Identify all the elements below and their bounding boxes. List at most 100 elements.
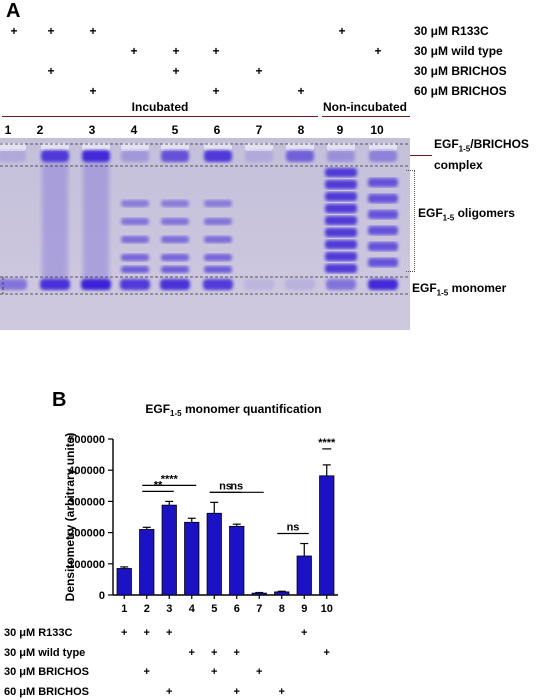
panel-a-plus-lane-9-row-1: + — [338, 24, 346, 38]
oligomer-band-lane-4-5 — [121, 266, 149, 273]
oligomer-band-lane-9-1 — [325, 168, 357, 177]
monomer-band-lane-4 — [120, 279, 150, 290]
x-tick-label-10: 10 — [321, 603, 333, 615]
oligomer-band-lane-5-5 — [161, 266, 189, 273]
incubated-label: Incubated — [131, 100, 189, 114]
well-9 — [327, 143, 355, 151]
lane-number-6: 6 — [213, 123, 221, 137]
panel-a-plus-lane-3-row-1: + — [89, 24, 97, 38]
oligomer-band-lane-9-7 — [325, 240, 357, 249]
oligomer-band-lane-10-1 — [368, 178, 398, 187]
bar-5 — [206, 512, 222, 596]
monomer-band-lane-10 — [368, 279, 398, 290]
panel-b-plus-lane-6-row-2: + — [233, 647, 240, 659]
complex-band-lane-1 — [0, 150, 26, 162]
well-1 — [0, 143, 26, 151]
monomer-band-lane-5 — [160, 279, 190, 290]
oligomer-band-lane-6-3 — [204, 236, 232, 243]
monomer-band-lane-3 — [81, 279, 111, 290]
oligomer-band-lane-6-1 — [204, 200, 232, 207]
complex-label-suffix: /BRICHOS — [470, 137, 529, 151]
oligomers-label-suffix: oligomers — [454, 206, 515, 220]
well-4 — [121, 143, 149, 151]
complex-band-lane-10 — [369, 150, 397, 162]
significance-label: **** — [161, 473, 179, 485]
complex-band-lane-4 — [121, 150, 149, 162]
oligomer-band-lane-9-8 — [325, 252, 357, 261]
oligomer-band-lane-9-6 — [325, 228, 357, 237]
complex-label-sub: 1-5 — [458, 144, 471, 154]
y-axis-label: Densitometry (arbitrary units) — [63, 433, 77, 602]
panel-b-plus-lane-6-row-4: + — [233, 686, 240, 698]
oligomer-band-lane-10-5 — [368, 242, 398, 251]
panel-a-plus-lane-2-row-3: + — [47, 64, 55, 78]
oligomer-band-lane-6-2 — [204, 218, 232, 225]
oligomers-label-prefix: EGF — [418, 206, 443, 220]
panel-a-plus-lane-1-row-1: + — [10, 24, 18, 38]
monomer-band-lane-2 — [40, 279, 70, 290]
well-5 — [161, 143, 189, 151]
oligomer-band-lane-5-3 — [161, 236, 189, 243]
complex-band-lane-8 — [286, 150, 314, 162]
gel-image — [0, 138, 410, 330]
oligomer-band-lane-9-2 — [325, 180, 357, 189]
lane-number-3: 3 — [88, 123, 96, 137]
oligomer-band-lane-4-1 — [121, 200, 149, 207]
x-tick-label-4: 4 — [189, 603, 196, 615]
panel-b-plus-lane-4-row-2: + — [188, 647, 195, 659]
lane-number-9: 9 — [336, 123, 344, 137]
panel-b-plus-lane-3-row-1: + — [166, 627, 173, 639]
x-tick-label-8: 8 — [279, 603, 285, 615]
lane-number-5: 5 — [171, 123, 179, 137]
x-tick-label-1: 1 — [121, 603, 127, 615]
panel-b-plus-lane-7-row-3: + — [256, 666, 263, 678]
chart-title-sub: 1-5 — [170, 409, 182, 418]
y-tick-label: 0 — [99, 590, 105, 602]
oligomer-band-lane-10-6 — [368, 258, 398, 267]
well-6 — [204, 143, 232, 151]
smear-lane-3 — [83, 162, 109, 282]
panel-b-plus-lane-2-row-1: + — [143, 627, 150, 639]
panel-b-condition-label-4: 60 μM BRICHOS — [4, 686, 89, 698]
bar-3 — [161, 504, 177, 596]
x-tick-label-5: 5 — [211, 603, 217, 615]
oligomer-band-lane-9-4 — [325, 204, 357, 213]
panel-a-plus-lane-2-row-1: + — [47, 24, 55, 38]
y-tick-label: 200000 — [68, 528, 105, 540]
panel-a-plus-lane-5-row-2: + — [172, 44, 180, 58]
complex-label-line2: complex — [434, 158, 483, 173]
complex-band-label: EGF1-5/BRICHOS complex — [434, 136, 529, 173]
panel-b-plus-lane-10-row-2: + — [323, 647, 330, 659]
monomer-label-prefix: EGF — [412, 281, 437, 295]
panel-b-plus-lane-5-row-3: + — [211, 666, 218, 678]
y-tick-label: 500000 — [68, 434, 105, 446]
y-tick-label: 300000 — [68, 496, 105, 508]
bar-10 — [319, 475, 335, 596]
oligomer-band-lane-5-4 — [161, 254, 189, 261]
monomer-band-lane-7 — [244, 279, 274, 290]
bar-7 — [251, 592, 267, 596]
panel-b-condition-label-1: 30 μM R133C — [4, 627, 73, 639]
lane-number-2: 2 — [36, 123, 44, 137]
bar-4 — [184, 521, 200, 596]
oligomer-band-lane-9-3 — [325, 192, 357, 201]
panel-a-plus-lane-8-row-4: + — [297, 84, 305, 98]
panel-a-plus-lane-6-row-4: + — [212, 84, 220, 98]
monomer-band-lane-1 — [0, 279, 27, 290]
oligomer-band-lane-5-2 — [161, 218, 189, 225]
oligomer-band-lane-10-3 — [368, 210, 398, 219]
bar-6 — [229, 525, 245, 596]
panel-a-condition-label-brichos-60: 60 μM BRICHOS — [414, 84, 507, 98]
monomer-label-sub: 1-5 — [436, 288, 449, 298]
significance-label: **** — [318, 437, 336, 449]
oligomer-band-lane-9-5 — [325, 216, 357, 225]
non-incubated-bracket-line — [322, 116, 410, 117]
x-tick-label-9: 9 — [301, 603, 307, 615]
x-tick-label-2: 2 — [144, 603, 150, 615]
panel-b-letter: B — [52, 389, 67, 411]
x-tick-label-7: 7 — [256, 603, 262, 615]
panel-a-condition-label-brichos-30: 30 μM BRICHOS — [414, 64, 507, 78]
bar-2 — [139, 529, 155, 596]
panel-a-condition-label-r133c: 30 μM R133C — [414, 24, 489, 38]
monomer-band-lane-8 — [285, 279, 315, 290]
